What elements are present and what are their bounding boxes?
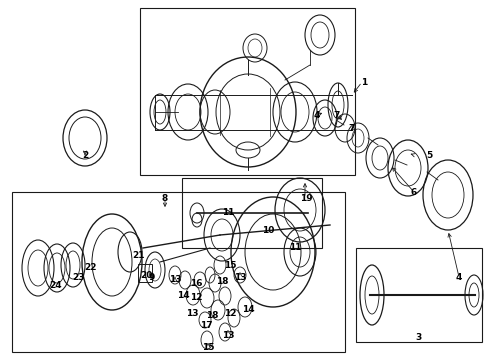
Text: 11: 11 <box>222 207 234 216</box>
Text: 21: 21 <box>132 251 144 260</box>
Text: 14: 14 <box>177 291 189 300</box>
Text: 22: 22 <box>84 264 96 273</box>
Text: 18: 18 <box>206 310 218 320</box>
Text: 20: 20 <box>140 270 152 279</box>
Bar <box>138 264 152 282</box>
Text: 4: 4 <box>456 273 462 282</box>
Text: 11: 11 <box>289 243 301 252</box>
Text: 19: 19 <box>300 194 312 202</box>
Text: 10: 10 <box>262 225 274 234</box>
Text: 23: 23 <box>72 274 84 283</box>
Text: 7: 7 <box>349 123 355 132</box>
Text: 5: 5 <box>426 150 432 159</box>
Text: 13: 13 <box>186 309 198 318</box>
Text: 12: 12 <box>224 309 236 318</box>
Text: 13: 13 <box>169 275 181 284</box>
Text: 18: 18 <box>216 278 228 287</box>
Text: 6: 6 <box>411 188 417 197</box>
Bar <box>356 248 482 342</box>
Text: 16: 16 <box>190 279 202 288</box>
Text: 8: 8 <box>162 194 168 202</box>
Bar <box>140 8 355 175</box>
Text: 14: 14 <box>242 306 254 315</box>
Text: 17: 17 <box>200 320 212 329</box>
Text: 9: 9 <box>149 274 155 283</box>
Bar <box>182 178 322 248</box>
Text: 15: 15 <box>224 261 236 270</box>
Text: 1: 1 <box>361 77 367 86</box>
Text: 7: 7 <box>334 111 340 120</box>
Text: 3: 3 <box>415 333 421 342</box>
Text: 24: 24 <box>49 280 62 289</box>
Text: 12: 12 <box>190 293 202 302</box>
Text: 13: 13 <box>234 273 246 282</box>
Text: 15: 15 <box>202 342 214 351</box>
Text: 4: 4 <box>314 111 320 120</box>
Bar <box>12 192 345 352</box>
Text: 13: 13 <box>222 330 234 339</box>
Text: 2: 2 <box>82 150 88 159</box>
